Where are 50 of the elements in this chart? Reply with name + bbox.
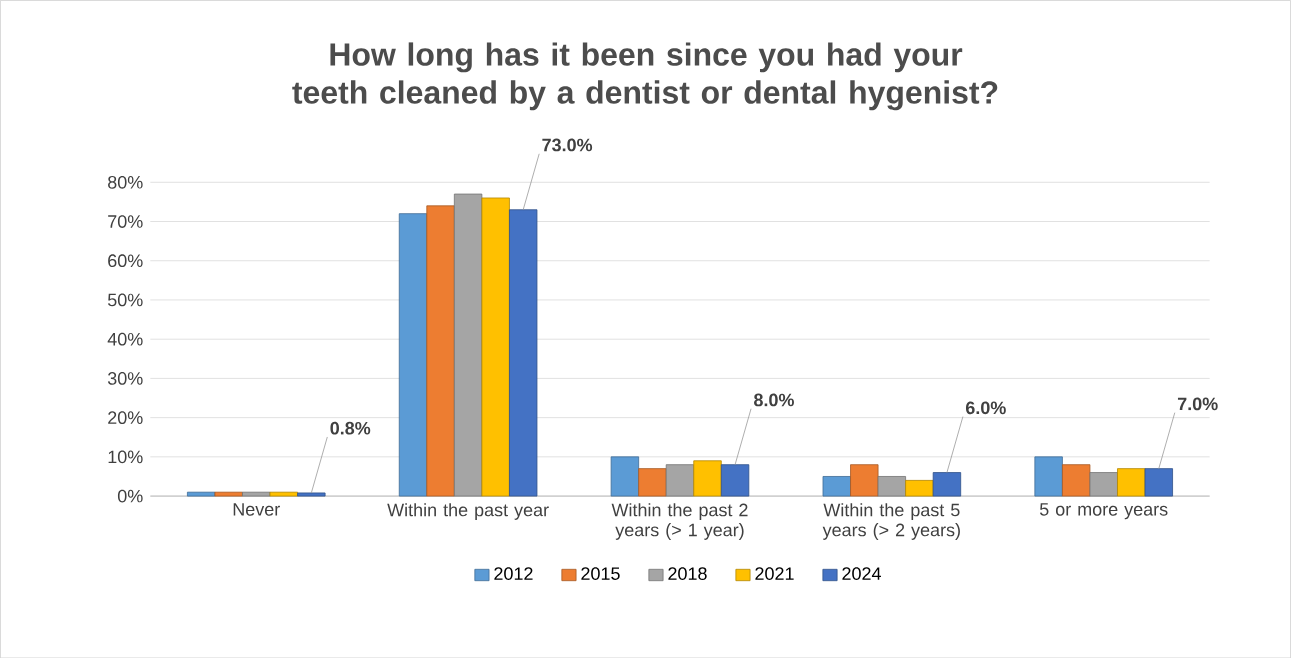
legend-label: 2021	[755, 567, 794, 580]
bar	[1117, 468, 1146, 497]
y-tick-label: 70%	[108, 214, 143, 228]
bar	[242, 491, 271, 497]
bar	[822, 475, 851, 497]
bar	[850, 464, 879, 497]
data-label: 73.0%	[542, 138, 593, 152]
x-tick-label: Within the past 2 years (> 1 year)	[611, 502, 748, 540]
legend-label: 2024	[842, 567, 881, 580]
y-tick-label: 0%	[117, 489, 143, 503]
bar	[481, 197, 510, 497]
x-tick-label: Within the past 5 years (> 2 years)	[822, 502, 960, 540]
bar	[665, 464, 695, 497]
bar	[877, 475, 907, 497]
bar	[269, 491, 298, 497]
chart-title: How long has it been since you had your teeth cleaned by a dentist or dental hygenist?	[292, 42, 998, 111]
bar	[1062, 464, 1091, 497]
data-label: 0.8%	[330, 421, 371, 435]
bar	[186, 491, 216, 497]
bar	[1034, 456, 1063, 497]
legend-label: 2015	[581, 567, 620, 580]
y-tick-label: 30%	[107, 371, 143, 385]
bar	[905, 479, 934, 497]
bar	[297, 492, 326, 497]
data-label: 7.0%	[1177, 397, 1218, 411]
bar	[1144, 468, 1173, 497]
legend-label: 2012	[494, 567, 533, 580]
y-tick-label: 10%	[108, 450, 143, 464]
bar	[509, 209, 538, 497]
legend-label: 2018	[668, 567, 707, 580]
bar	[932, 471, 962, 497]
bar	[398, 213, 428, 497]
y-tick-label: 40%	[107, 332, 143, 346]
data-label: 6.0%	[965, 401, 1006, 415]
bar	[453, 193, 483, 497]
x-tick-label: 5 or more years	[1039, 502, 1168, 520]
y-tick-label: 20%	[108, 411, 143, 424]
y-tick-label: 60%	[108, 254, 143, 267]
y-tick-label: 80%	[108, 175, 143, 189]
data-label: 8.0%	[754, 393, 794, 407]
bar	[214, 491, 243, 497]
x-tick-label: Within the past year	[387, 502, 549, 520]
bar	[426, 205, 455, 497]
y-tick-label: 50%	[107, 293, 143, 307]
bar	[610, 456, 640, 497]
bar	[638, 468, 667, 497]
bar	[1089, 471, 1118, 497]
bar	[720, 464, 750, 497]
bar	[693, 460, 722, 497]
x-tick-label: Never	[233, 502, 280, 516]
